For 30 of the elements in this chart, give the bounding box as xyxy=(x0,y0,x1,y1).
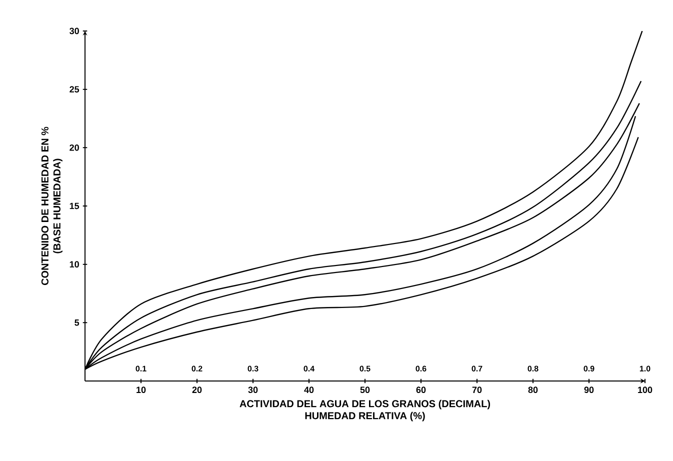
y-tick-label: 10 xyxy=(70,261,79,268)
x2-tick-label: 0.3 xyxy=(248,366,258,372)
x-tick-label: 50 xyxy=(360,386,370,394)
x2-tick-label: 0.1 xyxy=(136,366,146,372)
y-tick-label: 20 xyxy=(70,144,79,151)
x2-tick-label: 0.2 xyxy=(192,366,202,372)
x-tick-label: 80 xyxy=(528,386,538,394)
y-tick-label: 15 xyxy=(70,202,80,210)
x-tick-label: 70 xyxy=(472,386,482,394)
x-tick-label: 60 xyxy=(416,386,426,394)
x2-tick-label: 0.4 xyxy=(304,366,315,372)
x2-tick-label: 0.8 xyxy=(528,366,538,372)
y-tick-label: 30 xyxy=(70,28,79,34)
text: (BASE HUMEDADA) xyxy=(53,158,62,254)
x2-tick-label: 0.6 xyxy=(416,366,426,372)
y-axis-title: CONTENIDO DE HUMEDAD EN % xyxy=(41,126,48,286)
x-tick-label: 30 xyxy=(248,386,258,394)
x-tick-label: 10 xyxy=(136,386,146,394)
x-tick-label: 100 xyxy=(638,386,652,394)
x2-tick-label: 1.0 xyxy=(640,366,650,372)
x-axis-title: HUMEDAD RELATIVA (%) xyxy=(305,412,425,422)
x2-tick-label: 0.5 xyxy=(360,366,370,372)
x-tick-label: 90 xyxy=(584,386,594,394)
x-tick-label: 40 xyxy=(304,386,314,394)
x-tick-label: 20 xyxy=(192,386,202,394)
x2-axis-title: ACTIVIDAD DEL AGUA DE LOS GRANOS (DECIMAL) xyxy=(240,400,490,410)
y-tick-label: 5 xyxy=(74,320,80,326)
x2-tick-label: 0.7 xyxy=(472,366,482,372)
x2-tick-label: 0.9 xyxy=(584,366,594,372)
y-tick-label: 25 xyxy=(70,86,80,93)
